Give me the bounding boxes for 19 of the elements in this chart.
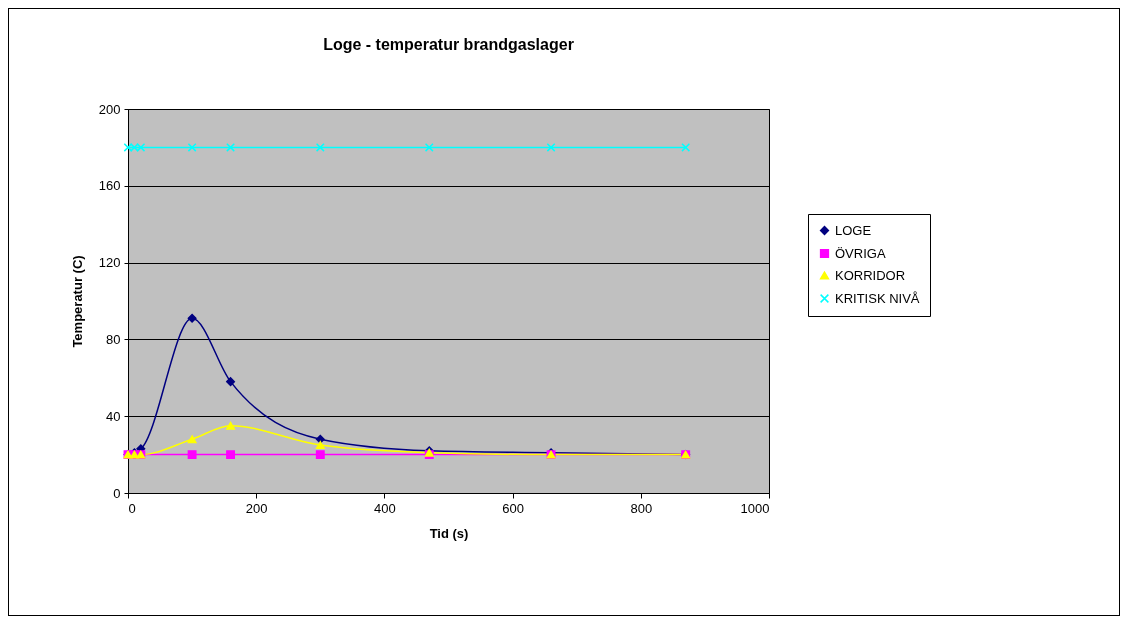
legend-label: LOGE (835, 222, 872, 238)
x-tick-label: 0 (128, 500, 136, 516)
x-axis-title: Tid (s) (429, 525, 469, 541)
x-tick-label: 1000 (740, 500, 770, 516)
legend-label: KORRIDOR (835, 267, 906, 283)
x-tick-label: 600 (502, 500, 524, 516)
x-tick-label: 800 (630, 500, 653, 516)
legend-label: KRITISK NIVÅ (835, 290, 920, 306)
x-tick-label: 400 (374, 500, 396, 516)
x-tick-label: 200 (245, 500, 268, 516)
y-axis-title: Temperatur (C) (69, 255, 85, 348)
legend-label: ÖVRIGA (835, 245, 886, 261)
y-tick-label: 0 (113, 485, 121, 501)
y-tick-label: 120 (98, 255, 121, 271)
chart-title: Loge - temperatur brandgaslager (323, 36, 574, 53)
y-tick-label: 200 (98, 101, 121, 117)
y-tick-label: 40 (106, 408, 121, 424)
y-tick-label: 160 (98, 178, 121, 194)
y-tick-label: 80 (106, 331, 121, 347)
